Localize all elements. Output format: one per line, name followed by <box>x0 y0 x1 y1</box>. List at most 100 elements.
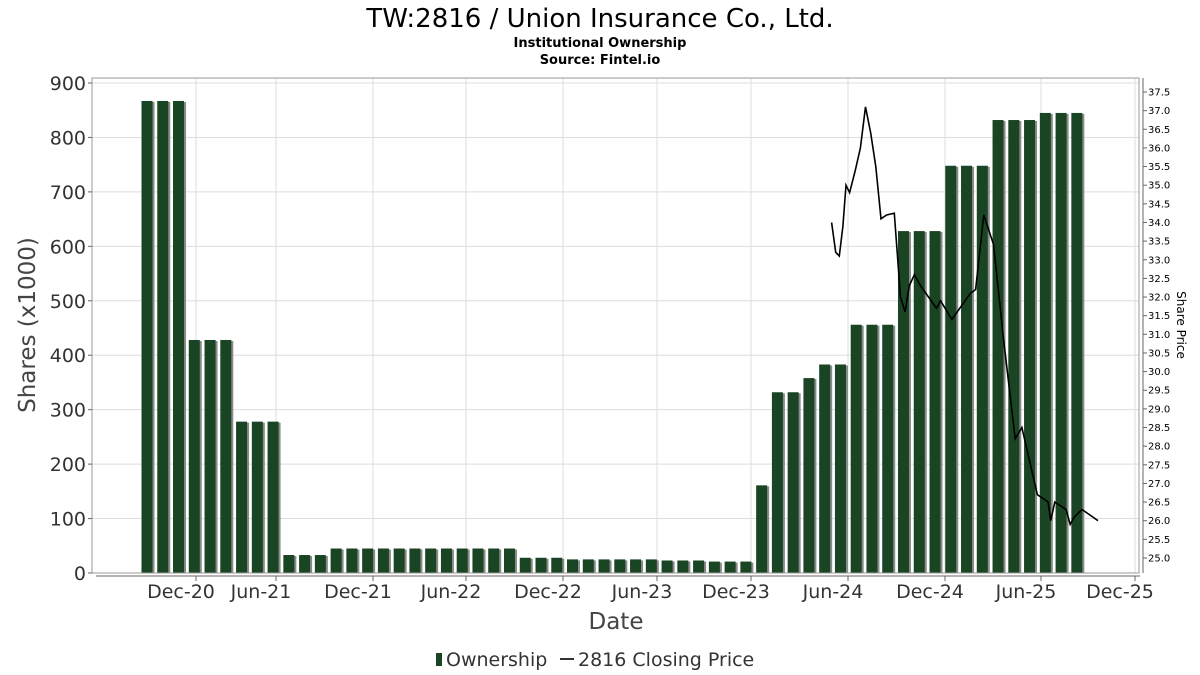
price-line <box>830 106 1099 527</box>
bar <box>1071 112 1083 573</box>
bar <box>314 555 326 573</box>
y2-tick-label: 31.5 <box>1148 311 1170 322</box>
bar <box>614 559 626 573</box>
y2-tick-label: 30.5 <box>1148 348 1170 359</box>
ownership-bars <box>141 100 1085 574</box>
bar <box>693 560 705 573</box>
bar <box>503 548 515 573</box>
y-tick-label: 700 <box>50 182 86 204</box>
y2-tick-label: 32.0 <box>1148 293 1170 304</box>
bar <box>551 557 563 573</box>
bar <box>819 364 831 573</box>
bar <box>472 548 484 573</box>
bar <box>141 100 153 573</box>
legend-price-label: 2816 Closing Price <box>578 649 754 671</box>
y2-tick-label: 36.0 <box>1148 143 1170 154</box>
bar <box>976 165 988 573</box>
y2-tick-label: 26.5 <box>1148 498 1170 509</box>
y2-tick-label: 34.5 <box>1148 199 1170 210</box>
y2-tick-label: 32.5 <box>1148 274 1170 285</box>
bar <box>961 165 973 573</box>
bar <box>567 559 579 573</box>
bar <box>1024 120 1036 574</box>
y2-tick-label: 25.5 <box>1148 535 1170 546</box>
bar <box>188 339 200 573</box>
bar <box>771 392 783 573</box>
y2-tick-label: 35.5 <box>1148 162 1170 173</box>
y2-tick-label: 34.0 <box>1148 218 1170 229</box>
y2-tick-label: 28.0 <box>1148 442 1170 453</box>
x-tick-label: Jun-23 <box>611 581 673 603</box>
bar <box>756 485 768 573</box>
bar <box>897 231 909 574</box>
bar <box>456 548 468 573</box>
y-tick-label: 0 <box>74 563 86 585</box>
bar <box>1008 120 1020 574</box>
y-tick-label: 600 <box>50 236 86 258</box>
bar <box>992 120 1004 574</box>
bar <box>393 548 405 573</box>
bar <box>677 560 689 573</box>
bar <box>535 557 547 573</box>
legend: Ownership 2816 Closing Price <box>436 649 754 671</box>
bar <box>236 421 248 573</box>
chart-title: TW:2816 / Union Insurance Co., Ltd. <box>365 4 833 34</box>
bar <box>204 339 216 573</box>
y-tick-label: 100 <box>50 509 86 531</box>
bar <box>724 561 736 573</box>
y2-tick-label: 27.5 <box>1148 460 1170 471</box>
bar <box>661 560 673 573</box>
axes: 0 100 200 300 400 500 600 700 800 900 Dec-20 Jun-21… <box>50 73 1171 603</box>
y2-tick-label: 28.5 <box>1148 423 1170 434</box>
x-tick-label: Dec-21 <box>324 581 392 603</box>
bar <box>488 548 500 573</box>
x-tick-label: Jun-21 <box>230 581 292 603</box>
y2-tick-label: 33.5 <box>1148 237 1170 248</box>
legend-ownership-swatch <box>436 653 442 666</box>
x-tick-label: Dec-20 <box>147 581 215 603</box>
bar <box>803 378 815 573</box>
bar <box>330 548 342 573</box>
bar <box>645 559 657 573</box>
y-tick-label: 300 <box>50 400 86 422</box>
x-tick-label: Dec-22 <box>514 581 582 603</box>
y2-tick-label: 33.0 <box>1148 255 1170 266</box>
bar <box>267 421 279 573</box>
bar <box>173 100 185 573</box>
y2-tick-label: 31.0 <box>1148 330 1170 341</box>
bar <box>787 392 799 573</box>
bar <box>283 555 295 573</box>
chart-source: Source: Fintel.io <box>540 53 661 68</box>
bar <box>630 559 642 573</box>
y2-axis-title: Share Price <box>1174 291 1188 359</box>
bar <box>346 548 358 573</box>
x-axis-title: Date <box>589 609 644 635</box>
bar <box>850 324 862 573</box>
bar <box>377 548 389 573</box>
bar <box>220 339 232 573</box>
y-tick-label: 200 <box>50 454 86 476</box>
bar <box>882 324 894 573</box>
x-tick-label: Jun-25 <box>995 581 1057 603</box>
y-tick-label: 900 <box>50 73 86 95</box>
y-tick-label: 400 <box>50 345 86 367</box>
legend-ownership-label: Ownership <box>446 649 547 671</box>
y2-tick-label: 36.5 <box>1148 125 1170 136</box>
bar <box>440 548 452 573</box>
bar <box>1039 112 1051 573</box>
y2-tick-label: 30.0 <box>1148 367 1170 378</box>
y2-tick-label: 27.0 <box>1148 479 1170 490</box>
y-axis-title: Shares (x1000) <box>15 237 41 413</box>
bar <box>945 165 957 573</box>
x-tick-label: Dec-24 <box>896 581 964 603</box>
y2-tick-label: 37.5 <box>1148 88 1170 99</box>
bar <box>740 561 752 573</box>
bar <box>866 324 878 573</box>
bar <box>834 364 846 573</box>
y2-tick-label: 25.0 <box>1148 554 1170 565</box>
y2-tick-label: 37.0 <box>1148 106 1170 117</box>
bar <box>362 548 374 573</box>
x-tick-label: Jun-24 <box>802 581 864 603</box>
bar <box>251 421 263 573</box>
bar <box>582 559 594 573</box>
